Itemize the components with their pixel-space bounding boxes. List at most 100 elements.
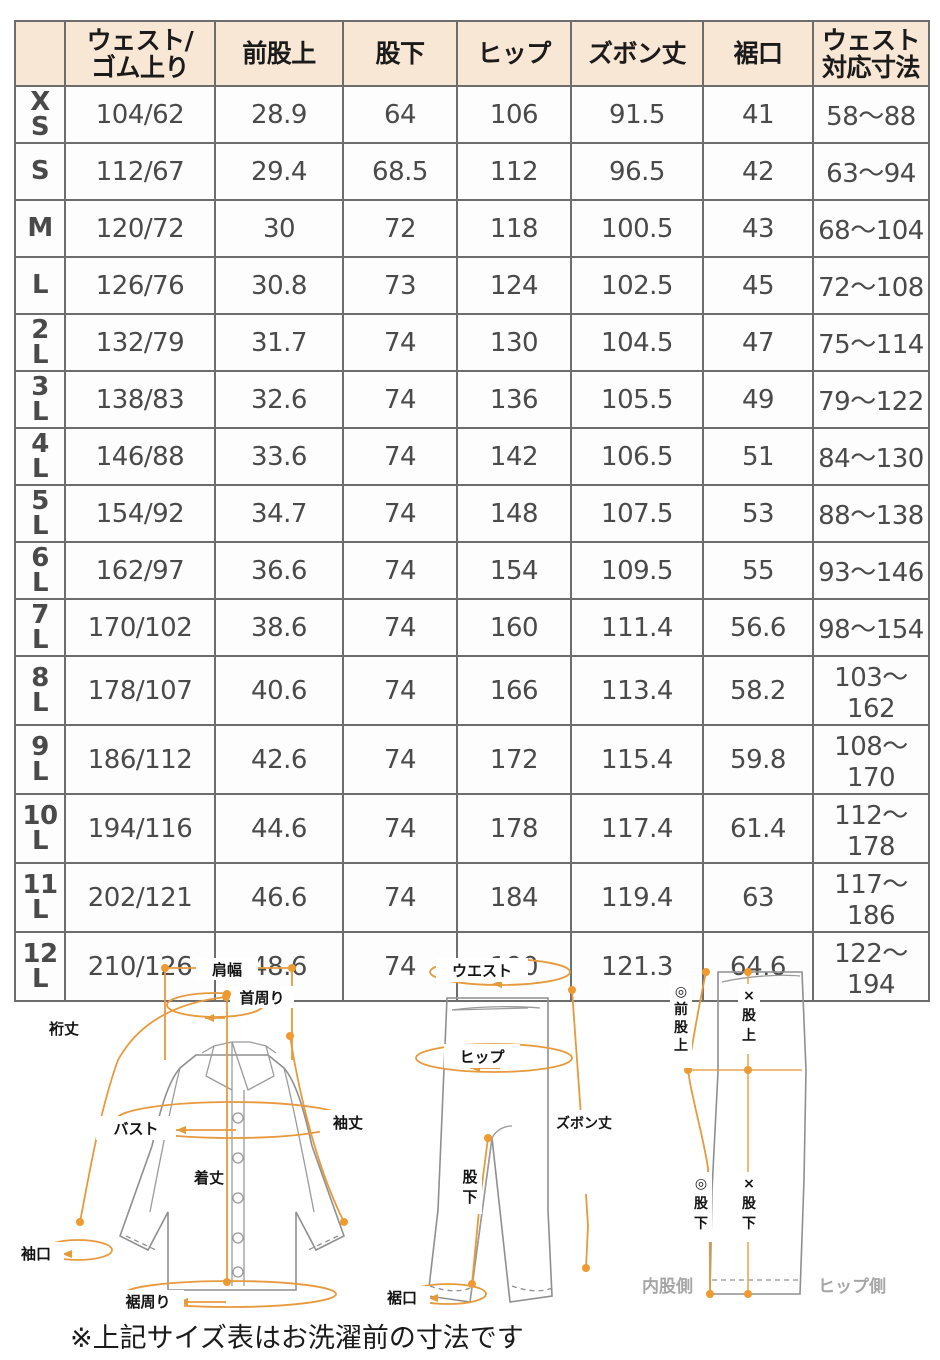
cell-inseam: 74 <box>342 862 458 933</box>
size-label-top: M <box>27 213 53 244</box>
cell-waist-rubber: 186/112 <box>64 724 216 795</box>
cell-hem: 45 <box>702 256 814 315</box>
label-sleeve-length: 袖丈 <box>333 1114 363 1132</box>
size-label-top: S <box>30 156 50 187</box>
cell-hip: 106 <box>456 85 572 144</box>
table-header: ウェスト/ ゴム上り 前股上 股下 ヒップ ズボン丈 <box>14 20 930 87</box>
header-cell-inseam: 股下 <box>342 20 458 87</box>
cell-pants-length: 109.5 <box>570 541 704 600</box>
cell-waist-range: 58〜88 <box>812 85 930 144</box>
cell-hip: 142 <box>456 427 572 486</box>
cell-waist-rubber: 170/102 <box>64 598 216 657</box>
cell-waist-rubber: 146/88 <box>64 427 216 486</box>
cell-hem: 61.4 <box>702 793 814 864</box>
table-row: 6 L 162/97 36.6 74 154 109.5 55 93〜146 <box>14 541 930 600</box>
cell-waist-rubber: 194/116 <box>64 793 216 864</box>
size-label-bottom: L <box>31 453 49 484</box>
cell-inseam: 74 <box>342 484 458 543</box>
size-label-bottom: S <box>30 111 50 142</box>
cell-size-label: L <box>14 256 66 315</box>
label-x-inseam-2: 下 <box>742 1216 756 1232</box>
size-table: ウェスト/ ゴム上り 前股上 股下 ヒップ ズボン丈 <box>14 20 930 1002</box>
table-row: 5 L 154/92 34.7 74 148 107.5 53 88〜138 <box>14 484 930 543</box>
cell-hem: 47 <box>702 313 814 372</box>
table-row: L 126/76 30.8 73 124 102.5 45 72〜108 <box>14 256 930 315</box>
header-line1: ウェスト <box>821 25 921 55</box>
table-row: S 112/67 29.4 68.5 112 96.5 42 63〜94 <box>14 142 930 201</box>
cell-inseam: 74 <box>342 427 458 486</box>
label-front-rise-2: 股 <box>674 1020 689 1036</box>
cell-pants-length: 119.4 <box>570 862 704 933</box>
cell-waist-range: 88〜138 <box>812 484 930 543</box>
label-cuff: 袖口 <box>21 1245 51 1263</box>
cell-pants-length: 96.5 <box>570 142 704 201</box>
size-label-top: 9 <box>31 731 49 762</box>
cell-hem: 56.6 <box>702 598 814 657</box>
label-hem-circumference: 裾周り <box>125 1293 170 1310</box>
label-crotch-inseam-2: 下 <box>694 1216 708 1232</box>
cell-hip: 112 <box>456 142 572 201</box>
header-line1: 股下 <box>375 39 425 68</box>
size-label-top: L <box>31 270 49 301</box>
cell-hip: 172 <box>456 724 572 795</box>
label-x-inseam-1: 股 <box>742 1196 757 1212</box>
size-label-bottom: L <box>31 624 49 655</box>
table-row: 10 L 194/116 44.6 74 178 117.4 61.4 112〜178 <box>14 793 930 864</box>
cell-inseam: 74 <box>342 598 458 657</box>
label-shoulder-width: 肩幅 <box>212 961 242 979</box>
cell-waist-range: 75〜114 <box>812 313 930 372</box>
cell-front-rise: 32.6 <box>214 370 344 429</box>
cell-hip: 160 <box>456 598 572 657</box>
header-line2: ゴム上り <box>90 52 190 82</box>
label-body-length-1: 着丈 <box>193 1169 224 1187</box>
shirt-diagram: 肩幅 首周り 裄丈 バスト <box>10 958 376 1310</box>
cell-waist-range: 103〜162 <box>812 655 930 726</box>
table-body: X S 104/62 28.9 64 106 91.5 41 58〜88 S 112/67 29.4 6… <box>14 85 930 1002</box>
cell-inseam: 74 <box>342 793 458 864</box>
table-header-row: ウェスト/ ゴム上り 前股上 股下 ヒップ ズボン丈 <box>14 20 930 87</box>
label-bust: バスト <box>113 1120 158 1138</box>
size-label-top: 7 <box>31 599 49 630</box>
table-row: 11 L 202/121 46.6 74 184 119.4 63 117〜186 <box>14 862 930 933</box>
cell-hem: 51 <box>702 427 814 486</box>
cell-hip: 184 <box>456 862 572 933</box>
cell-waist-rubber: 210/126 <box>64 931 216 1002</box>
header-line1: ウェスト/ <box>86 25 194 55</box>
cell-size-label: 11 L <box>14 862 66 933</box>
size-label-bottom: L <box>31 894 49 925</box>
cell-waist-rubber: 126/76 <box>64 256 216 315</box>
cell-hem: 58.2 <box>702 655 814 726</box>
cell-hem: 49 <box>702 370 814 429</box>
cell-pants-length: 105.5 <box>570 370 704 429</box>
cell-front-rise: 46.6 <box>214 862 344 933</box>
label-inseam-1: 股 <box>462 1168 478 1186</box>
cell-waist-rubber: 132/79 <box>64 313 216 372</box>
cell-front-rise: 30.8 <box>214 256 344 315</box>
table-row: 8 L 178/107 40.6 74 166 113.4 58.2 103〜162 <box>14 655 930 726</box>
cell-hip: 148 <box>456 484 572 543</box>
cell-inseam: 74 <box>342 655 458 726</box>
cell-waist-range: 79〜122 <box>812 370 930 429</box>
cell-waist-range: 112〜178 <box>812 793 930 864</box>
cell-waist-range: 93〜146 <box>812 541 930 600</box>
cell-pants-length: 102.5 <box>570 256 704 315</box>
cell-hem: 43 <box>702 199 814 258</box>
size-label-top: 2 <box>31 314 49 345</box>
size-label-bottom: L <box>31 825 49 856</box>
measurement-diagrams: 肩幅 首周り 裄丈 バスト <box>0 950 940 1310</box>
cell-waist-rubber: 154/92 <box>64 484 216 543</box>
cell-waist-rubber: 162/97 <box>64 541 216 600</box>
table-row: 4 L 146/88 33.6 74 142 106.5 51 84〜130 <box>14 427 930 486</box>
label-rise-1: 股 <box>742 1008 757 1024</box>
header-line1: ズボン丈 <box>587 39 687 68</box>
label-inseam-mark: ◎ <box>695 1176 707 1192</box>
cell-pants-length: 106.5 <box>570 427 704 486</box>
size-label-bottom: L <box>31 339 49 370</box>
